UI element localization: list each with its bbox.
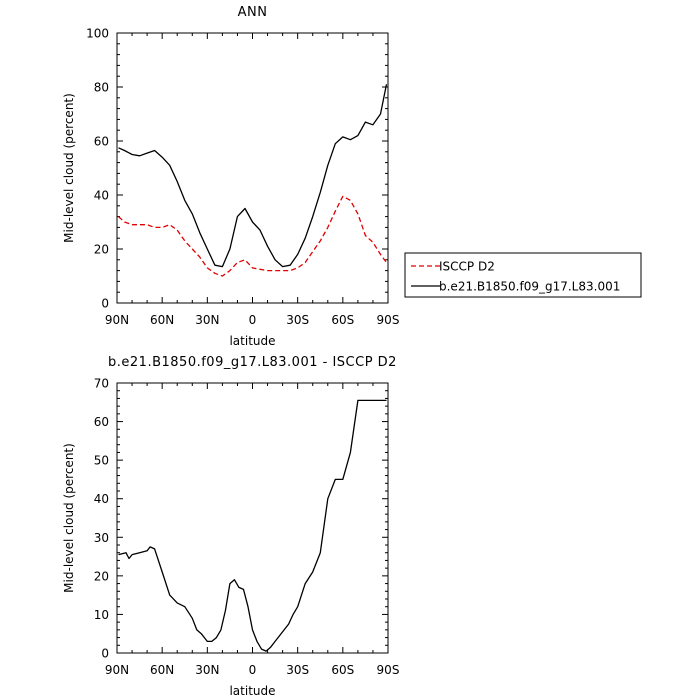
panel-difference: b.e21.B1850.f09_g17.L83.001 - ISCCP D2 0 1… xyxy=(62,355,399,698)
x-tick-label: 60N xyxy=(150,313,174,327)
y-tick-label: 40 xyxy=(94,189,109,203)
legend-box xyxy=(404,252,642,298)
series-line-0 xyxy=(118,195,388,277)
x-tick-label: 60S xyxy=(331,313,354,327)
chart-title: ANN xyxy=(238,5,268,20)
x-axis-label: latitude xyxy=(229,334,275,348)
panel-annual-climatology: ANN 0 20 40 60 80 100 90N 60N 30N 0 30S 60S 90S latitu… xyxy=(62,5,642,348)
y-tick-label: 100 xyxy=(86,27,109,41)
x-axis-label: latitude xyxy=(229,684,275,698)
y-axis-label: Mid-level cloud (percent) xyxy=(62,443,76,593)
y-tick-label: 0 xyxy=(101,297,109,311)
x-tick-label: 90S xyxy=(377,313,400,327)
y-tick-label: 80 xyxy=(94,81,109,95)
x-tick-label: 90N xyxy=(105,313,129,327)
y-axis-label: Mid-level cloud (percent) xyxy=(62,93,76,243)
chart-title: b.e21.B1850.f09_g17.L83.001 - ISCCP D2 xyxy=(108,355,397,370)
y-tick-label: 40 xyxy=(94,492,109,506)
series-line-1 xyxy=(118,84,388,268)
y-tick-label: 0 xyxy=(101,647,109,661)
x-tick-label: 0 xyxy=(249,663,257,677)
x-tick-label: 30N xyxy=(195,313,219,327)
legend-label: b.e21.B1850.f09_g17.L83.001 xyxy=(439,280,620,294)
series-line-0 xyxy=(118,399,387,652)
legend-label: ISCCP D2 xyxy=(439,260,495,274)
x-tick-label: 60N xyxy=(150,663,174,677)
x-tick-label: 30S xyxy=(286,663,309,677)
y-tick-label: 60 xyxy=(94,415,109,429)
x-tick-label: 30N xyxy=(195,663,219,677)
x-tick-label: 30S xyxy=(286,313,309,327)
y-tick-label: 10 xyxy=(94,608,109,622)
x-tick-label: 90N xyxy=(105,663,129,677)
y-tick-label: 50 xyxy=(94,454,109,468)
y-tick-label: 60 xyxy=(94,135,109,149)
x-tick-label: 90S xyxy=(377,663,400,677)
x-tick-label: 60S xyxy=(331,663,354,677)
y-tick-label: 30 xyxy=(94,531,109,545)
x-tick-label: 0 xyxy=(249,313,257,327)
y-tick-label: 20 xyxy=(94,243,109,257)
y-tick-label: 20 xyxy=(94,569,109,583)
y-tick-label: 70 xyxy=(94,377,109,391)
